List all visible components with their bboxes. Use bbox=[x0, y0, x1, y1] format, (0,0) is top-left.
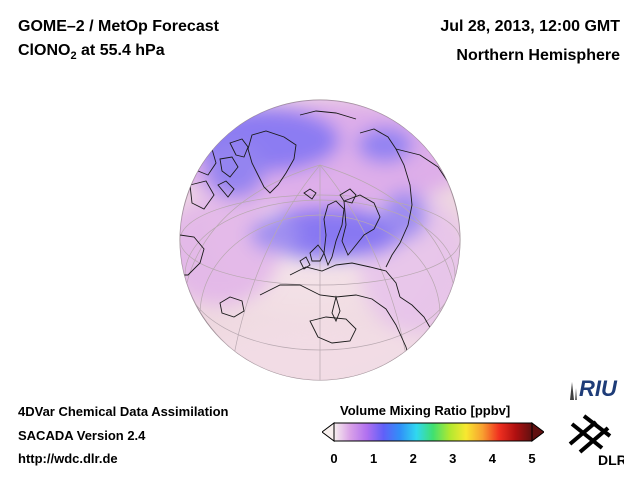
concentration-field bbox=[180, 100, 460, 380]
species-level: at 55.4 hPa bbox=[76, 42, 165, 59]
colorbar-max-arrow bbox=[531, 422, 544, 442]
colorbar-tick-label: 1 bbox=[369, 451, 378, 466]
colorbar bbox=[322, 422, 544, 442]
colorbar-tick-label: 3 bbox=[449, 451, 457, 466]
species-main: ClONO bbox=[18, 42, 71, 59]
forecast-date: Jul 28, 2013, 12:00 GMT bbox=[440, 18, 620, 35]
dlr-logo: DLR bbox=[568, 414, 624, 468]
map-title: GOME–2 / MetOp Forecast bbox=[18, 18, 219, 35]
riu-logo: RIU bbox=[570, 376, 618, 401]
footer-url: http://wdc.dlr.de bbox=[18, 451, 118, 466]
footer-version: SACADA Version 2.4 bbox=[18, 428, 146, 443]
species-label: ClONO2 at 55.4 hPa bbox=[18, 42, 165, 62]
colorbar-tick-label: 2 bbox=[409, 451, 417, 466]
footer-method: 4DVar Chemical Data Assimilation bbox=[18, 404, 229, 419]
colorbar-tick-label: 4 bbox=[488, 451, 496, 466]
svg-text:DLR: DLR bbox=[598, 452, 624, 468]
colorbar-tick-label: 0 bbox=[330, 451, 338, 466]
globe-map bbox=[179, 99, 461, 381]
colorbar-gradient bbox=[333, 422, 533, 442]
region-label: Northern Hemisphere bbox=[456, 47, 620, 64]
colorbar-min-arrow bbox=[322, 422, 335, 442]
colorbar-title: Volume Mixing Ratio [ppbv] bbox=[340, 403, 511, 418]
svg-text:RIU: RIU bbox=[579, 376, 618, 401]
species-subscript: 2 bbox=[70, 50, 77, 63]
colorbar-tick-label: 5 bbox=[528, 451, 536, 466]
